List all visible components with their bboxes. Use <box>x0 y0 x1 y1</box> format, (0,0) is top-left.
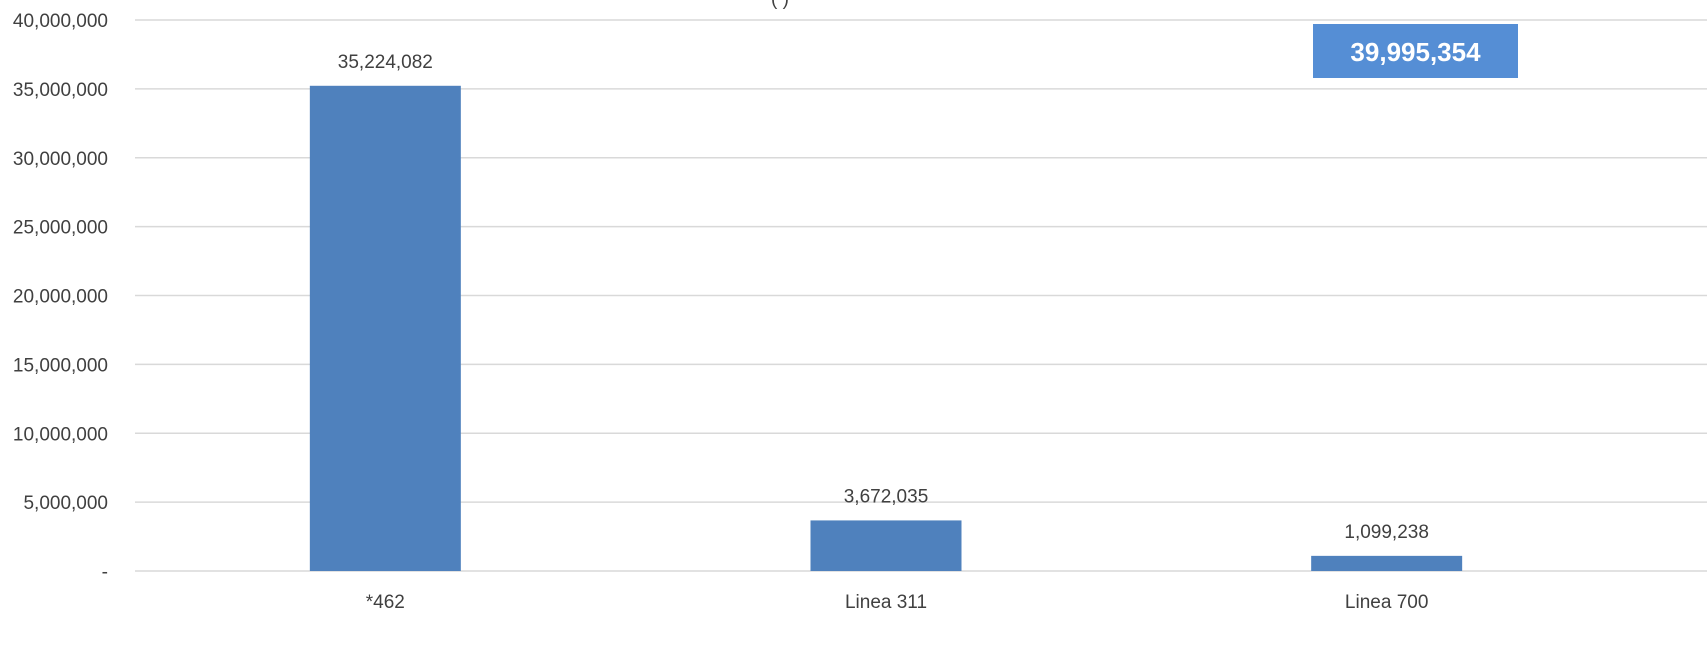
data-label: 1,099,238 <box>1344 522 1429 543</box>
chart-title-group: ( ) <box>771 0 789 10</box>
total-box <box>1313 24 1518 78</box>
y-tick-label: - <box>102 562 108 583</box>
y-tick-label: 20,000,000 <box>13 287 108 308</box>
y-tick-label: 30,000,000 <box>13 149 108 170</box>
x-axis: *462 Linea 311 Linea 700 <box>366 592 1429 613</box>
chart-title-fragment: ( ) <box>771 0 789 10</box>
bar <box>810 520 962 571</box>
y-tick-label: 10,000,000 <box>13 424 108 445</box>
total-value: 39,995,354 <box>1350 37 1481 67</box>
bars <box>309 85 1463 571</box>
x-tick-label: *462 <box>366 592 405 613</box>
data-label: 35,224,082 <box>338 52 433 73</box>
bar <box>309 85 461 571</box>
total-callout: 39,995,354 <box>1313 24 1518 78</box>
y-axis: - 5,000,000 10,000,000 15,000,000 20,000,000… <box>13 11 108 583</box>
y-tick-label: 5,000,000 <box>23 493 108 514</box>
y-tick-label: 25,000,000 <box>13 218 108 239</box>
y-tick-label: 40,000,000 <box>13 11 108 32</box>
x-tick-label: Linea 700 <box>1345 592 1428 613</box>
y-tick-label: 35,000,000 <box>13 80 108 101</box>
data-labels: 35,224,082 3,672,035 1,099,238 <box>338 52 1429 543</box>
data-label: 3,672,035 <box>844 486 929 507</box>
bar <box>1311 555 1463 571</box>
x-tick-label: Linea 311 <box>845 592 927 613</box>
y-tick-label: 15,000,000 <box>13 355 108 376</box>
